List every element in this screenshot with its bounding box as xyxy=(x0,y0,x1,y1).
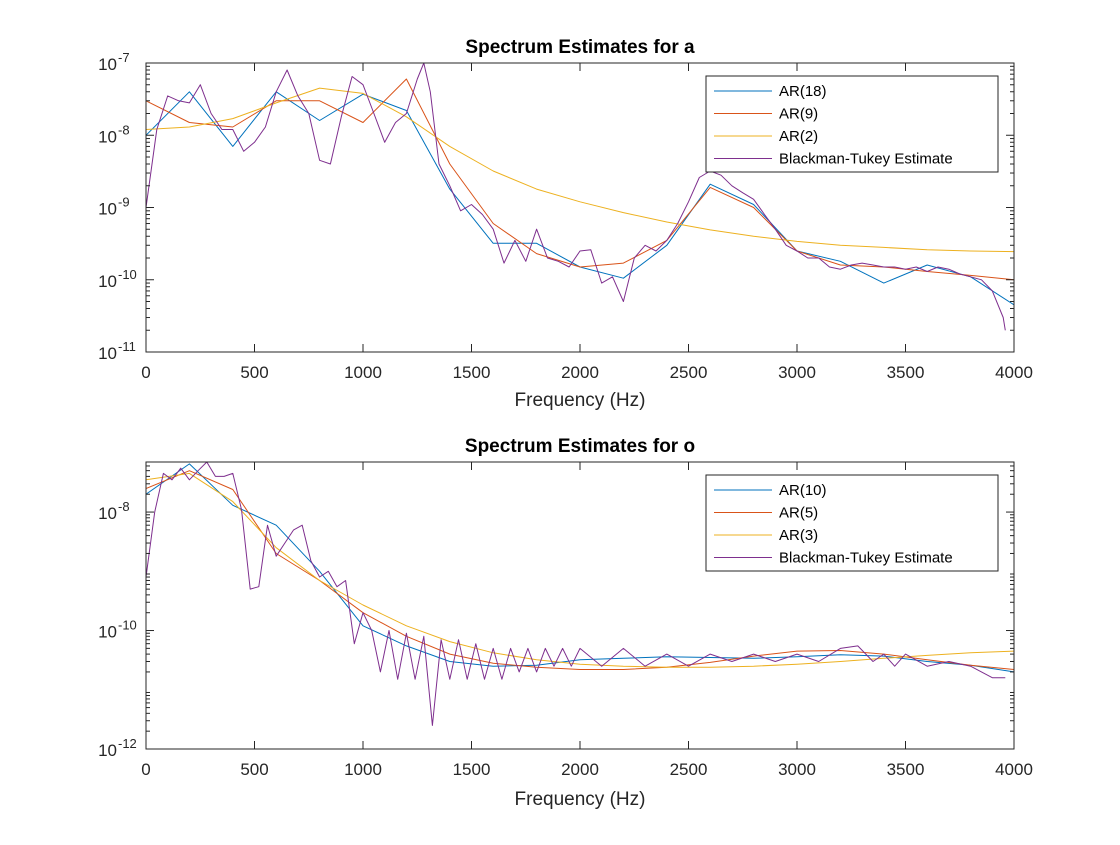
legend-entry: AR(18) xyxy=(779,83,827,100)
x-tick-label: 1000 xyxy=(344,760,382,779)
x-tick-label: 2000 xyxy=(561,760,599,779)
series-group xyxy=(146,63,1014,331)
x-axis-label-a: Frequency (Hz) xyxy=(515,390,646,411)
series-line-0 xyxy=(146,463,1014,673)
y-tick-exponent: -8 xyxy=(118,122,130,137)
y-tick-label: 10 xyxy=(98,200,117,219)
x-tick-label: 2000 xyxy=(561,363,599,382)
legend-entry: AR(3) xyxy=(779,527,818,544)
y-tick-label: 10 xyxy=(98,504,117,523)
x-tick-label: 1500 xyxy=(453,363,491,382)
x-tick-label: 2500 xyxy=(670,363,708,382)
x-tick-label: 4000 xyxy=(995,760,1033,779)
legend: AR(18) AR(9) AR(2) Blackman-Tukey Estimate xyxy=(705,75,999,173)
legend-box xyxy=(705,474,999,572)
series-line-2 xyxy=(146,472,1014,668)
series-line-1 xyxy=(146,78,1014,281)
x-axis-label-o: Frequency (Hz) xyxy=(515,789,646,810)
legend-entry: AR(9) xyxy=(779,106,818,123)
x-tick-label: 4000 xyxy=(995,363,1033,382)
legend-entry: Blackman-Tukey Estimate xyxy=(779,550,953,567)
y-tick-exponent: -7 xyxy=(118,50,130,65)
series-line-2 xyxy=(146,87,1014,253)
series-group xyxy=(146,462,1014,726)
x-tick-label: 1500 xyxy=(453,760,491,779)
legend: AR(10) AR(5) AR(3) Blackman-Tukey Estimate xyxy=(705,474,999,572)
x-tick-label: 3000 xyxy=(778,363,816,382)
y-tick-exponent: -8 xyxy=(118,499,130,514)
y-tick-exponent: -10 xyxy=(118,267,137,282)
y-tick-label: 10 xyxy=(98,127,117,146)
series-line-3 xyxy=(146,462,1006,726)
y-tick-label: 10 xyxy=(98,55,117,74)
series-line-3 xyxy=(146,63,1006,331)
y-tick-label: 10 xyxy=(98,272,117,291)
x-tick-label: 3000 xyxy=(778,760,816,779)
x-tick-label: 3500 xyxy=(887,760,925,779)
chart-panel-a: Spectrum Estimates for a 0 500 1000 1500 200… xyxy=(98,37,1033,411)
chart-panel-o: Spectrum Estimates for o 0 500 1000 1500 200… xyxy=(98,436,1033,810)
legend-entry: AR(2) xyxy=(779,128,818,145)
series-line-1 xyxy=(146,470,1014,670)
x-tick-label: 0 xyxy=(141,363,150,382)
x-tick-label: 500 xyxy=(240,760,268,779)
x-tick-label: 500 xyxy=(240,363,268,382)
legend-entry: AR(5) xyxy=(779,505,818,522)
y-tick-exponent: -12 xyxy=(118,736,137,751)
x-tick-label: 3500 xyxy=(887,363,925,382)
y-tick-label: 10 xyxy=(98,344,117,363)
chart-title-o: Spectrum Estimates for o xyxy=(465,436,695,457)
y-tick-exponent: -10 xyxy=(118,618,137,633)
y-tick-exponent: -11 xyxy=(118,339,136,354)
x-tick-label: 1000 xyxy=(344,363,382,382)
legend-entry: AR(10) xyxy=(779,482,827,499)
x-tick-label: 2500 xyxy=(670,760,708,779)
y-tick-label: 10 xyxy=(98,623,117,642)
y-tick-label: 10 xyxy=(98,741,117,760)
y-tick-exponent: -9 xyxy=(118,195,130,210)
chart-title-a: Spectrum Estimates for a xyxy=(465,37,695,58)
x-tick-label: 0 xyxy=(141,760,150,779)
legend-entry: Blackman-Tukey Estimate xyxy=(779,151,953,168)
legend-box xyxy=(705,75,999,173)
